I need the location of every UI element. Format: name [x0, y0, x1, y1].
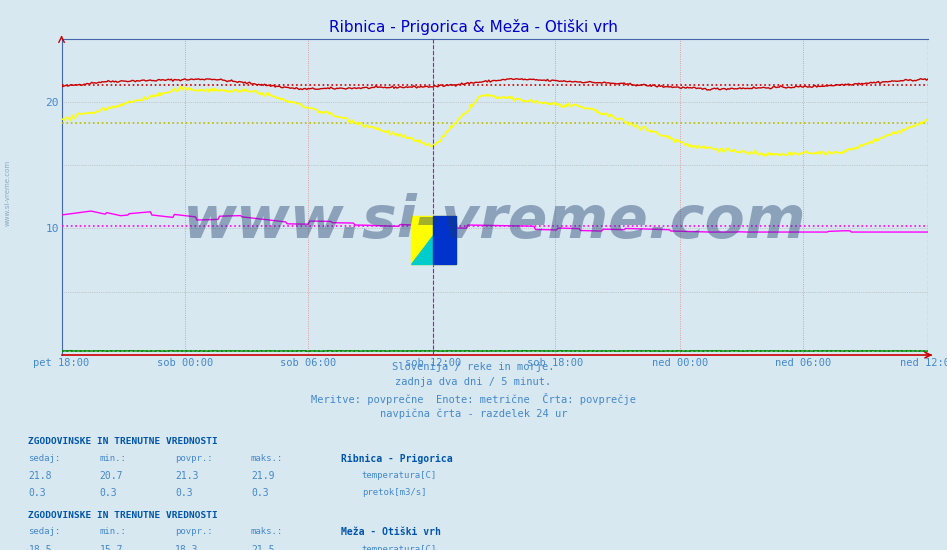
Bar — [411, 216, 456, 263]
Text: 18.3: 18.3 — [175, 545, 199, 550]
Text: maks.:: maks.: — [251, 527, 283, 536]
Text: 21.5: 21.5 — [251, 545, 275, 550]
Text: www.si-vreme.com: www.si-vreme.com — [5, 160, 10, 226]
Text: min.:: min.: — [99, 527, 126, 536]
Text: povpr.:: povpr.: — [175, 527, 213, 536]
Text: 0.3: 0.3 — [28, 488, 46, 498]
Text: Slovenija / reke in morje.: Slovenija / reke in morje. — [392, 362, 555, 372]
Text: 15.7: 15.7 — [99, 545, 123, 550]
Polygon shape — [433, 216, 456, 263]
Text: 21.9: 21.9 — [251, 471, 275, 481]
Text: navpična črta - razdelek 24 ur: navpična črta - razdelek 24 ur — [380, 408, 567, 419]
Text: min.:: min.: — [99, 454, 126, 463]
Text: 21.8: 21.8 — [28, 471, 52, 481]
Text: 0.3: 0.3 — [251, 488, 269, 498]
Text: 21.3: 21.3 — [175, 471, 199, 481]
Text: sedaj:: sedaj: — [28, 527, 61, 536]
Text: povpr.:: povpr.: — [175, 454, 213, 463]
Text: Meritve: povprečne  Enote: metrične  Črta: povprečje: Meritve: povprečne Enote: metrične Črta:… — [311, 393, 636, 405]
Text: pretok[m3/s]: pretok[m3/s] — [362, 488, 426, 497]
Text: www.si-vreme.com: www.si-vreme.com — [183, 194, 807, 250]
Text: ZGODOVINSKE IN TRENUTNE VREDNOSTI: ZGODOVINSKE IN TRENUTNE VREDNOSTI — [28, 511, 218, 520]
Polygon shape — [411, 235, 433, 263]
Text: zadnja dva dni / 5 minut.: zadnja dva dni / 5 minut. — [396, 377, 551, 387]
Text: temperatura[C]: temperatura[C] — [362, 545, 437, 550]
Text: sedaj:: sedaj: — [28, 454, 61, 463]
Text: ZGODOVINSKE IN TRENUTNE VREDNOSTI: ZGODOVINSKE IN TRENUTNE VREDNOSTI — [28, 437, 218, 446]
Text: 0.3: 0.3 — [99, 488, 117, 498]
Text: 18.5: 18.5 — [28, 545, 52, 550]
Text: 0.3: 0.3 — [175, 488, 193, 498]
Text: Ribnica - Prigorica & Meža - Otiški vrh: Ribnica - Prigorica & Meža - Otiški vrh — [329, 19, 618, 35]
Text: maks.:: maks.: — [251, 454, 283, 463]
Text: Meža - Otiški vrh: Meža - Otiški vrh — [341, 527, 440, 537]
Text: 20.7: 20.7 — [99, 471, 123, 481]
Text: temperatura[C]: temperatura[C] — [362, 471, 437, 480]
Text: Ribnica - Prigorica: Ribnica - Prigorica — [341, 454, 453, 464]
